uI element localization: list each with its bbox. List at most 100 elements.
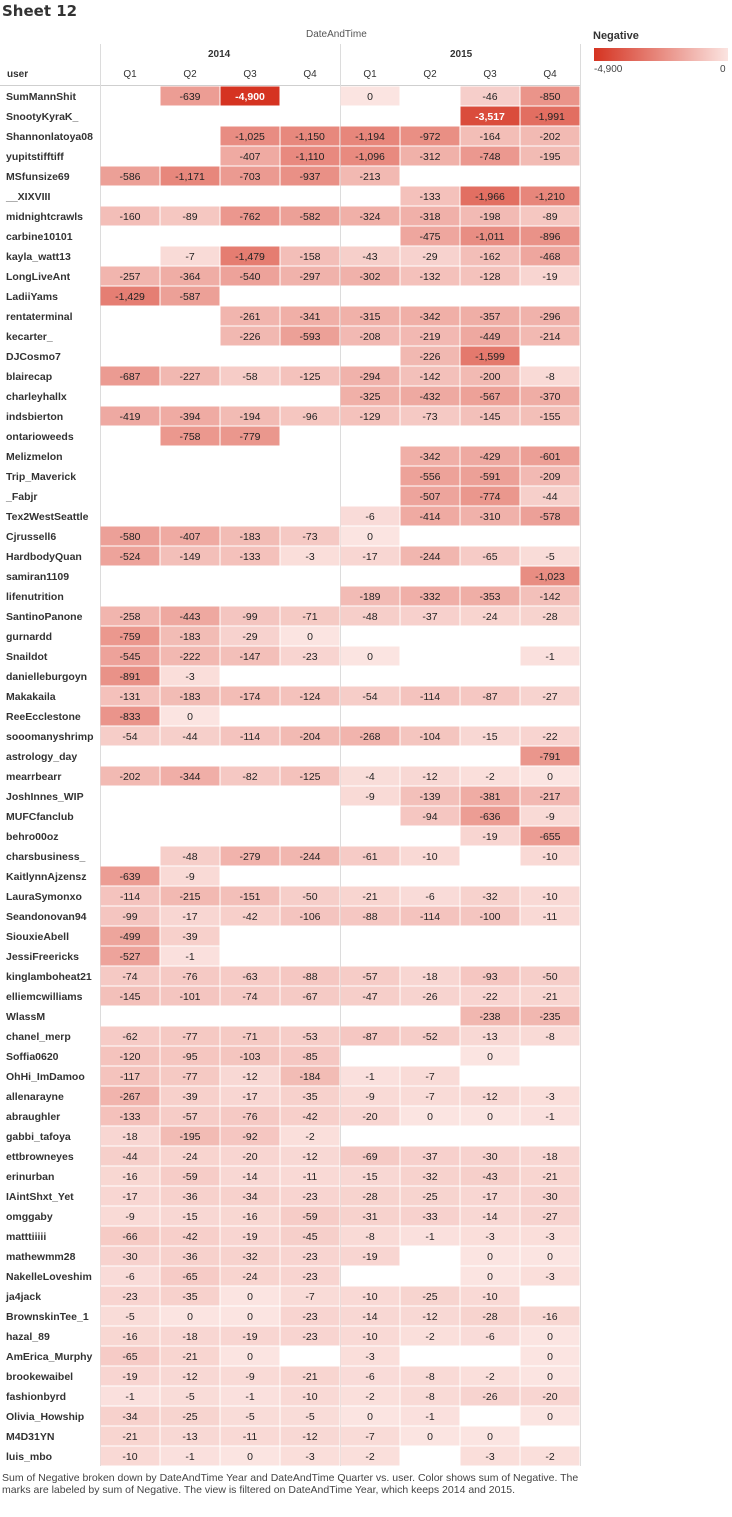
heatmap-cell: [160, 1366, 220, 1386]
heatmap-cell: [460, 1386, 520, 1406]
user-label: Melizmelon: [6, 451, 63, 463]
cell-value-label: -758: [179, 431, 200, 443]
user-label: Shannonlatoya08: [6, 131, 93, 143]
heatmap-cell: [100, 1086, 160, 1106]
cell-value-label: -6: [485, 1331, 494, 1343]
heatmap-cell: [280, 1106, 340, 1126]
cell-value-label: -972: [419, 131, 440, 143]
heatmap-cell: [160, 726, 220, 746]
heatmap-cell: [100, 726, 160, 746]
cell-value-label: -132: [419, 271, 440, 283]
heatmap-cell: [160, 546, 220, 566]
user-label: __XIXVIII: [5, 191, 50, 203]
user-label: Olivia_Howship: [6, 1411, 84, 1423]
cell-value-label: -636: [479, 811, 500, 823]
cell-value-label: 0: [547, 1251, 553, 1263]
heatmap-cell: [220, 546, 280, 566]
cell-value-label: -407: [239, 151, 260, 163]
cell-value-label: -103: [239, 1051, 260, 1063]
cell-value-label: -88: [362, 911, 377, 923]
cell-value-label: -4,900: [235, 91, 265, 103]
heatmap-cell: [220, 1386, 280, 1406]
heatmap-cell: [460, 546, 520, 566]
cell-value-label: -209: [539, 471, 560, 483]
heatmap-cell: [460, 86, 520, 106]
cell-value-label: -357: [479, 311, 500, 323]
cell-value-label: -244: [419, 551, 440, 563]
cell-value-label: 0: [247, 1351, 253, 1363]
cell-value-label: -9: [545, 811, 554, 823]
heatmap-cell: [280, 1126, 340, 1146]
heatmap-cell: [160, 526, 220, 546]
heatmap-cell: [460, 226, 520, 246]
cell-value-label: -11: [243, 1431, 258, 1443]
cell-value-label: -3: [545, 1231, 554, 1243]
user-label: Trip_Maverick: [6, 471, 76, 483]
cell-value-label: -524: [119, 551, 140, 563]
heatmap-cell: [280, 1386, 340, 1406]
cell-value-label: -204: [299, 731, 320, 743]
heatmap-cell: [220, 246, 280, 266]
cell-value-label: 0: [487, 1251, 493, 1263]
cell-value-label: -10: [362, 1331, 377, 1343]
heatmap-cell: [400, 246, 460, 266]
cell-value-label: -5: [125, 1311, 134, 1323]
cell-value-label: -315: [359, 311, 380, 323]
user-label: kinglamboheat21: [6, 971, 92, 983]
cell-value-label: -37: [422, 1151, 437, 1163]
cell-value-label: -1: [185, 951, 194, 963]
cell-value-label: -133: [239, 551, 260, 563]
cell-value-label: -30: [122, 1251, 137, 1263]
cell-value-label: -30: [482, 1151, 497, 1163]
cell-value-label: -54: [122, 731, 137, 743]
heatmap-cell: [100, 1326, 160, 1346]
quarter-header: Q1: [363, 69, 377, 80]
heatmap-cell: [520, 686, 580, 706]
heatmap-cell: [160, 406, 220, 426]
cell-value-label: -2: [305, 1131, 314, 1143]
cell-value-label: -26: [482, 1391, 497, 1403]
cell-value-label: -12: [482, 1091, 497, 1103]
cell-value-label: -92: [242, 1131, 257, 1143]
heatmap-cell: [400, 446, 460, 466]
cell-value-label: -28: [362, 1191, 377, 1203]
cell-value-label: -896: [539, 231, 560, 243]
heatmap-cell: [400, 146, 460, 166]
cell-value-label: -593: [299, 331, 320, 343]
heatmap-cell: [340, 1426, 400, 1446]
cell-value-label: -36: [182, 1191, 197, 1203]
heatmap-cell: [280, 526, 340, 546]
heatmap-chart: SumMannShit -639 -4,900 0 -46 -850SnootyKyraK…: [0, 44, 581, 1466]
heatmap-cell: [460, 1046, 520, 1066]
cell-value-label: -114: [240, 731, 260, 743]
cell-value-label: -3: [365, 1351, 374, 1363]
heatmap-cell: [280, 1046, 340, 1066]
cell-value-label: -639: [119, 871, 140, 883]
heatmap-cell: [280, 1146, 340, 1166]
cell-value-label: -578: [539, 511, 560, 523]
heatmap-cell: [160, 1166, 220, 1186]
cell-value-label: -774: [479, 491, 500, 503]
cell-value-label: -8: [425, 1391, 434, 1403]
heatmap-cell: [460, 966, 520, 986]
heatmap-cell: [460, 826, 520, 846]
heatmap-cell: [340, 326, 400, 346]
heatmap-cell: [220, 366, 280, 386]
cell-value-label: -19: [122, 1371, 137, 1383]
heatmap-cell: [220, 766, 280, 786]
quarter-header: Q1: [123, 69, 137, 80]
heatmap-cell: [220, 1346, 280, 1366]
heatmap-cell: [340, 246, 400, 266]
heatmap-cell: [340, 966, 400, 986]
heatmap-cell: [520, 246, 580, 266]
cell-value-label: -222: [179, 651, 200, 663]
heatmap-cell: [280, 266, 340, 286]
heatmap-cell: [280, 146, 340, 166]
heatmap-cell: [340, 646, 400, 666]
heatmap-cell: [520, 226, 580, 246]
cell-value-label: -15: [362, 1171, 377, 1183]
user-label: kayla_watt13: [6, 251, 71, 263]
cell-value-label: -8: [365, 1231, 374, 1243]
cell-value-label: -164: [479, 131, 500, 143]
heatmap-cell: [520, 586, 580, 606]
